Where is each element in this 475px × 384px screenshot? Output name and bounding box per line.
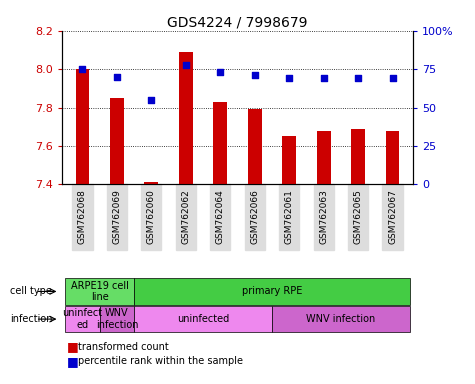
Point	[320, 75, 327, 81]
Bar	[317, 131, 331, 184]
Text: ARPE19 cell
line: ARPE19 cell line	[71, 281, 129, 302]
Point	[217, 69, 224, 75]
Title: GDS4224 / 7998679: GDS4224 / 7998679	[167, 16, 308, 30]
Bar	[282, 136, 296, 184]
Bar	[144, 182, 158, 184]
Point	[285, 75, 293, 81]
Text: cell type: cell type	[10, 286, 52, 296]
Text: WNV
infection: WNV infection	[95, 308, 138, 330]
Point	[251, 72, 258, 78]
Bar	[213, 102, 227, 184]
Bar	[76, 69, 89, 184]
Text: transformed count: transformed count	[78, 342, 169, 352]
Point	[182, 61, 190, 68]
Point	[354, 75, 362, 81]
Text: WNV infection: WNV infection	[306, 314, 376, 324]
Bar	[179, 52, 193, 184]
Bar	[248, 109, 262, 184]
Bar	[351, 129, 365, 184]
Point	[79, 66, 86, 72]
Text: ■: ■	[66, 340, 78, 353]
Point	[148, 97, 155, 103]
Text: uninfected: uninfected	[177, 314, 229, 324]
Point	[113, 74, 121, 80]
Text: uninfect
ed: uninfect ed	[62, 308, 103, 330]
Bar	[110, 98, 124, 184]
Text: primary RPE: primary RPE	[242, 286, 302, 296]
Text: percentile rank within the sample: percentile rank within the sample	[78, 356, 243, 366]
Bar	[386, 131, 399, 184]
Point	[389, 75, 396, 81]
Text: infection: infection	[10, 314, 52, 324]
Text: ■: ■	[66, 355, 78, 368]
